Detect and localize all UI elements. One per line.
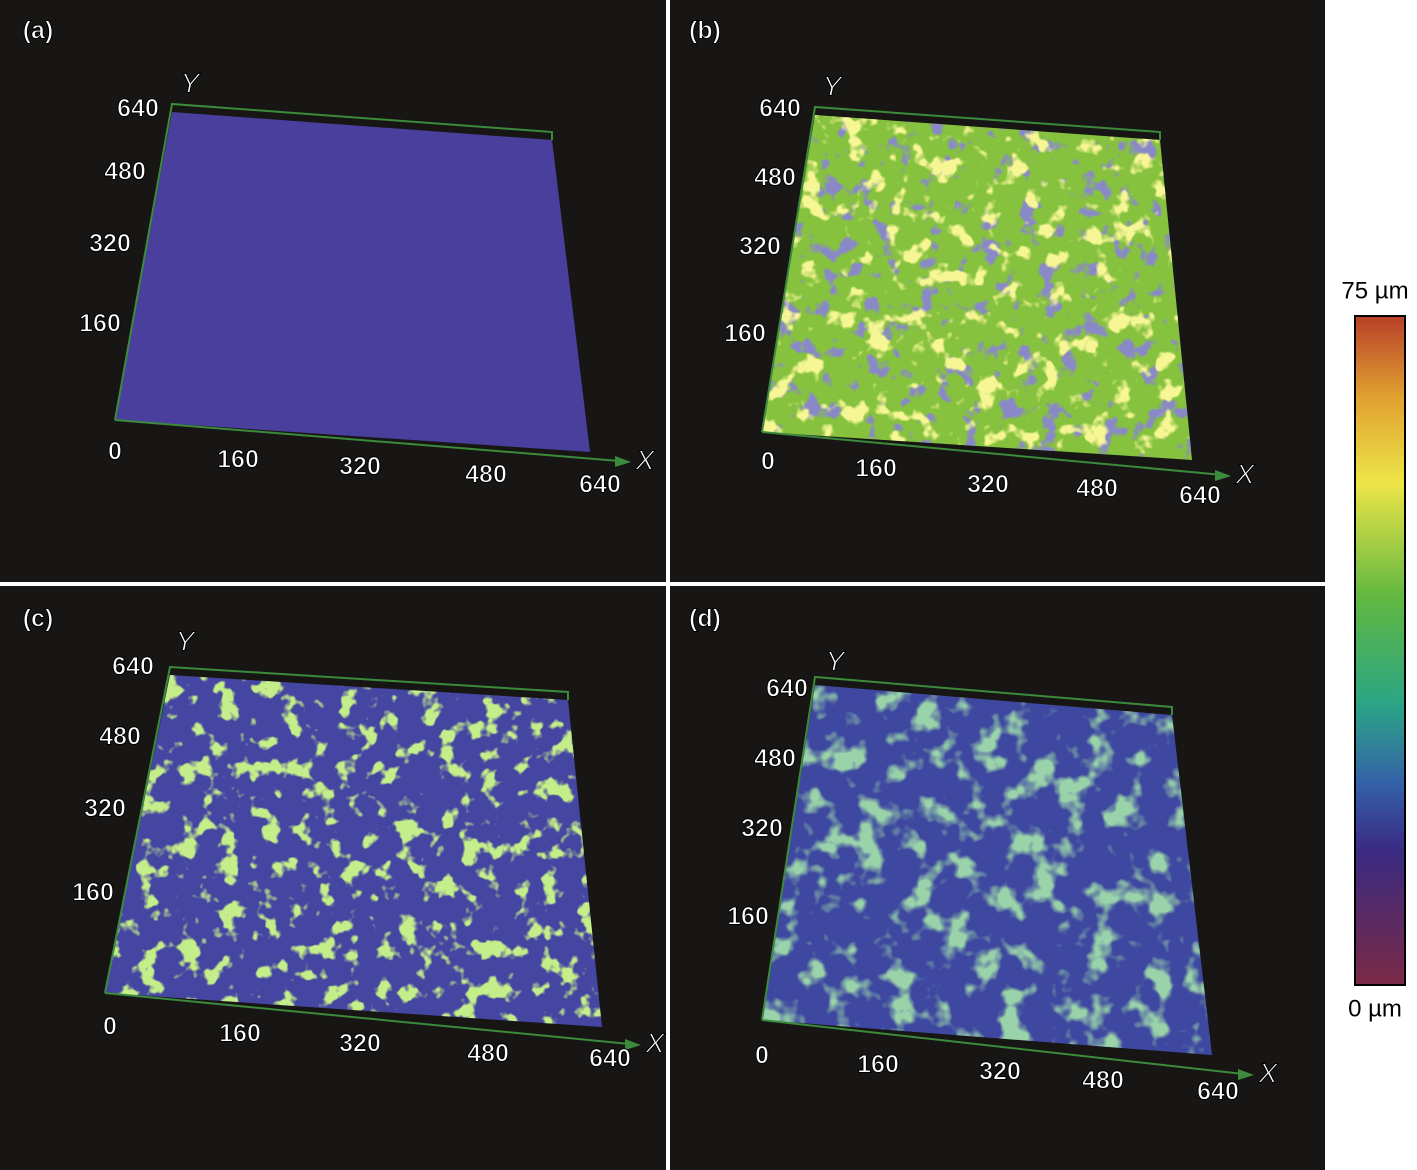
panel-label: (a) — [23, 17, 54, 45]
x-tick-label: 640 — [589, 1045, 631, 1073]
surface-texture — [105, 675, 602, 1027]
colorbar-max: 75 µm — [1341, 277, 1408, 304]
surface — [115, 112, 590, 452]
x-tick-label: 640 — [579, 471, 621, 499]
x-tick-label: 480 — [465, 461, 507, 489]
x-axis-title: X — [1235, 458, 1256, 489]
y-tick-label: 640 — [766, 675, 808, 703]
axis-frame — [114, 102, 553, 421]
x-tick-label: 640 — [1197, 1078, 1239, 1106]
x-tick-label: 480 — [467, 1040, 509, 1068]
y-tick-label: 160 — [79, 310, 121, 338]
x-tick-label: 160 — [217, 446, 259, 474]
panel-label: (c) — [23, 605, 54, 633]
y-axis-title: Y — [823, 70, 844, 101]
colorbar-min: 0 µm — [1348, 995, 1402, 1022]
x-tick-label: 320 — [339, 1030, 381, 1058]
x-arrow — [1215, 470, 1231, 481]
y-tick-label: 640 — [759, 95, 801, 123]
y-tick-label: 320 — [89, 230, 131, 258]
x-tick-label: 320 — [979, 1058, 1021, 1086]
axis-frame — [761, 105, 1161, 433]
y-tick-label: 160 — [72, 879, 114, 907]
panel-label: (b) — [689, 17, 721, 45]
y-axis-title: Y — [176, 625, 197, 656]
x-tick-label: 480 — [1082, 1067, 1124, 1095]
y-tick-label: 480 — [754, 745, 796, 773]
x-axis — [104, 992, 638, 1046]
surface-texture — [762, 115, 1192, 460]
x-tick-label: 0 — [108, 438, 122, 466]
y-tick-label: 320 — [739, 233, 781, 261]
x-tick-label: 0 — [761, 448, 775, 476]
y-tick-label: 480 — [99, 723, 141, 751]
x-tick-label: 480 — [1076, 475, 1118, 503]
y-tick-label: 160 — [727, 903, 769, 931]
x-tick-label: 0 — [103, 1013, 117, 1041]
surface-texture — [762, 685, 1212, 1055]
x-tick-label: 320 — [967, 471, 1009, 499]
y-tick-label: 640 — [117, 95, 159, 123]
x-axis-title: X — [1258, 1057, 1279, 1088]
x-axis — [114, 419, 628, 463]
y-tick-label: 480 — [754, 164, 796, 192]
x-tick-label: 160 — [855, 455, 897, 483]
y-tick-label: 160 — [724, 320, 766, 348]
panel-label: (d) — [689, 605, 721, 633]
x-arrow — [615, 456, 631, 467]
x-tick-label: 0 — [755, 1042, 769, 1070]
y-axis-title: Y — [826, 645, 847, 676]
x-tick-label: 160 — [219, 1020, 261, 1048]
x-tick-label: 640 — [1179, 482, 1221, 510]
x-axis — [761, 431, 1228, 477]
x-axis-title: X — [635, 444, 656, 475]
x-axis — [761, 1019, 1251, 1076]
x-axis-title: X — [645, 1027, 666, 1058]
x-tick-label: 160 — [857, 1051, 899, 1079]
colorbar — [1354, 315, 1406, 986]
x-tick-label: 320 — [339, 453, 381, 481]
x-arrow — [1238, 1069, 1254, 1080]
axis-frame — [104, 665, 569, 994]
y-tick-label: 480 — [104, 158, 146, 186]
y-axis-title: Y — [181, 67, 202, 98]
y-tick-label: 320 — [84, 795, 126, 823]
y-tick-label: 320 — [741, 815, 783, 843]
y-tick-label: 640 — [112, 653, 154, 681]
x-arrow — [625, 1039, 641, 1050]
axis-frame — [761, 675, 1173, 1021]
